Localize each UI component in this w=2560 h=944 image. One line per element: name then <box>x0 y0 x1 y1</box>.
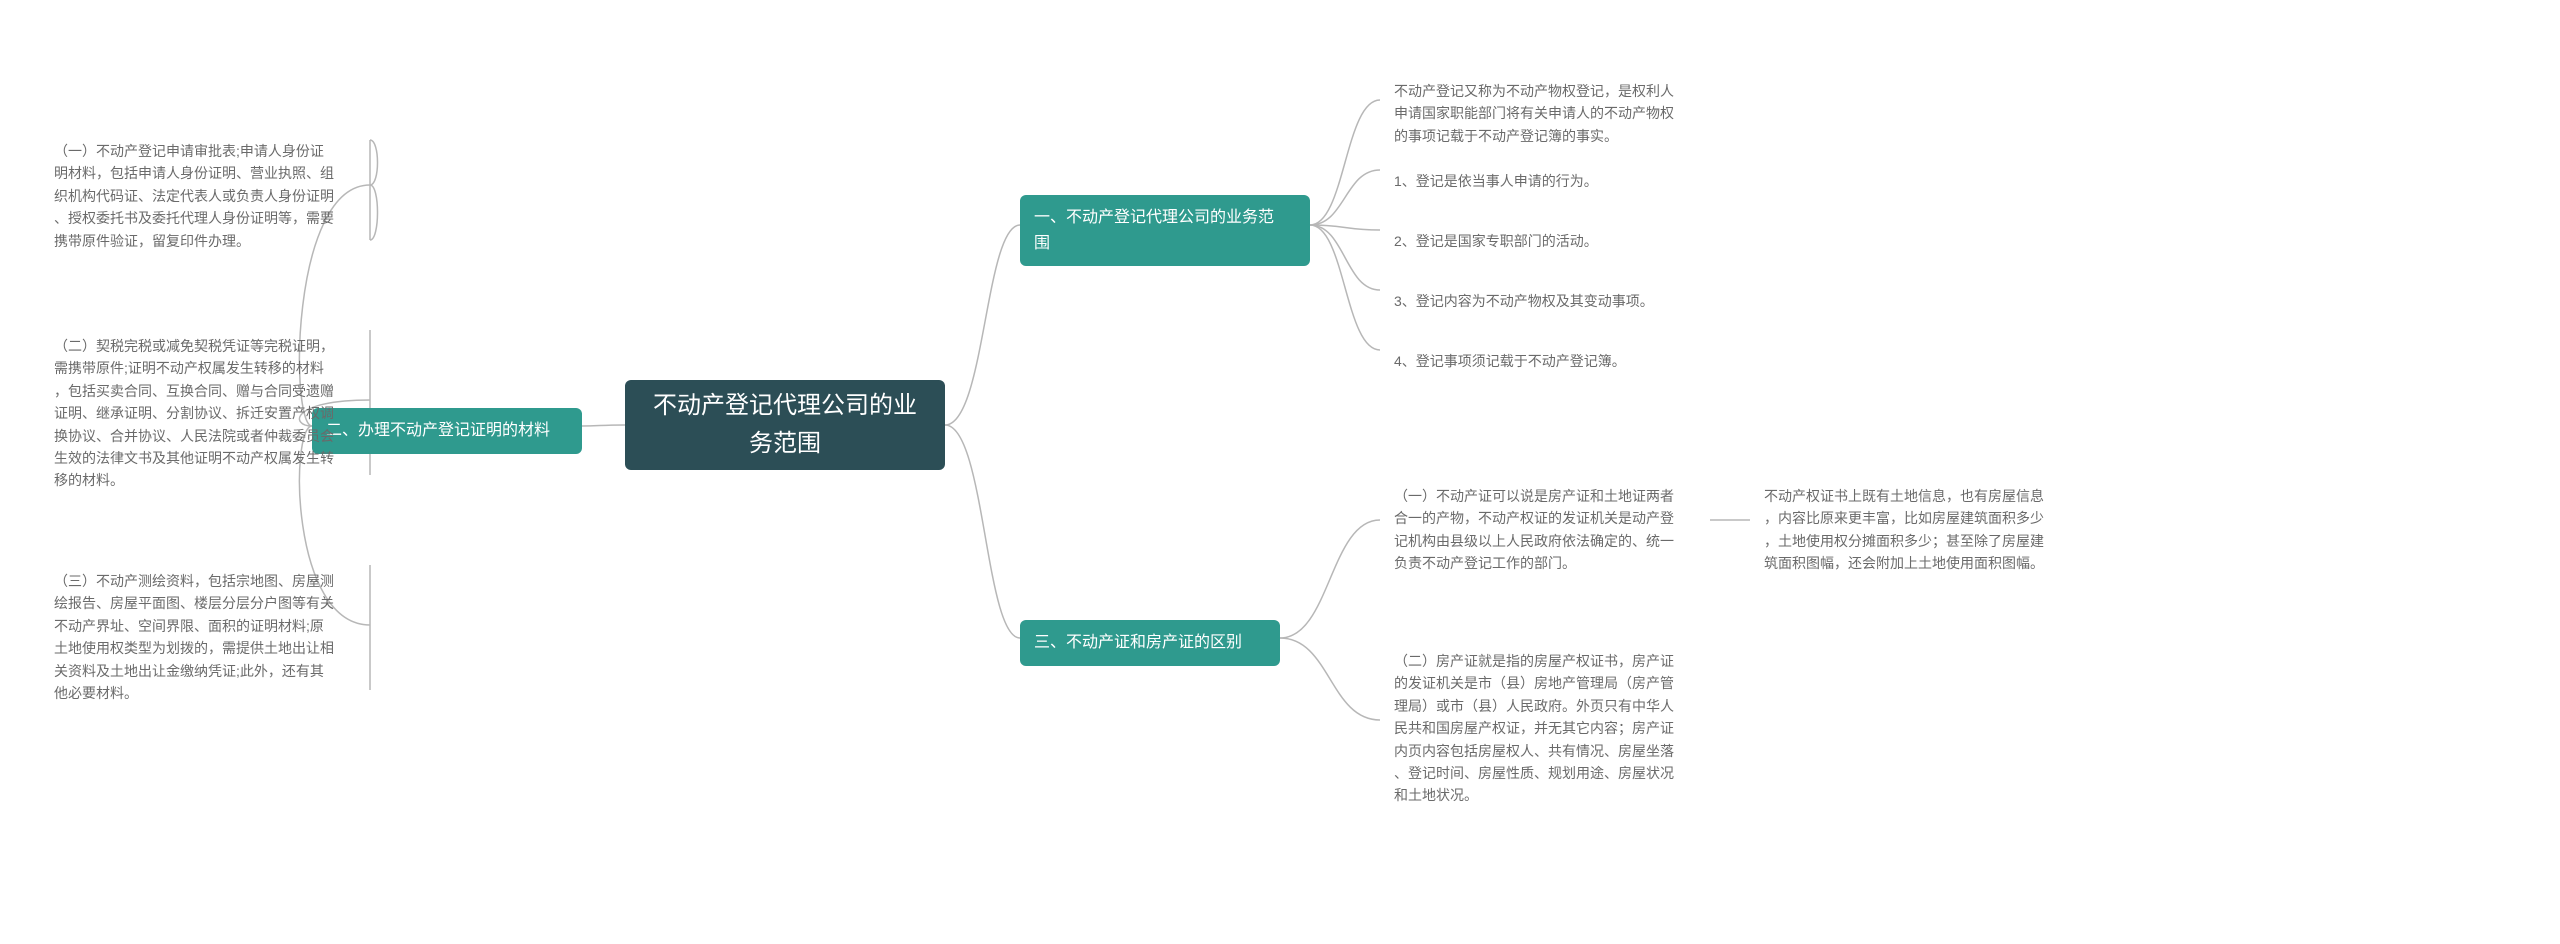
leaf-b1-2: 1、登记是依当事人申请的行为。 <box>1380 160 1710 202</box>
branch-3-label: 三、不动产证和房产证的区别 <box>1034 630 1242 656</box>
leaf-b1-5: 4、登记事项须记载于不动产登记簿。 <box>1380 340 1710 382</box>
leaf-b3-1: （一）不动产证可以说是房产证和土地证两者 合一的产物，不动产权证的发证机关是动产… <box>1380 475 1710 585</box>
leaf-b3-2: （二）房产证就是指的房屋产权证书，房产证 的发证机关是市（县）房地产管理局（房产… <box>1380 640 1710 817</box>
leaf-b1-3: 2、登记是国家专职部门的活动。 <box>1380 220 1710 262</box>
branch-1-label: 一、不动产登记代理公司的业务范 围 <box>1034 205 1274 256</box>
root-label: 不动产登记代理公司的业 务范围 <box>653 387 917 464</box>
leaf-b2-3: （三）不动产测绘资料，包括宗地图、房屋测 绘报告、房屋平面图、楼层分层分户图等有… <box>40 560 370 714</box>
branch-3: 三、不动产证和房产证的区别 <box>1020 620 1280 666</box>
leaf-b3-1-sub: 不动产权证书上既有土地信息，也有房屋信息 ，内容比原来更丰富，比如房屋建筑面积多… <box>1750 475 2080 585</box>
leaf-b1-1: 不动产登记又称为不动产物权登记，是权利人 申请国家职能部门将有关申请人的不动产物… <box>1380 70 1710 157</box>
branch-1: 一、不动产登记代理公司的业务范 围 <box>1020 195 1310 266</box>
connector-layer <box>0 0 2560 944</box>
leaf-b2-2: （二）契税完税或减免契税凭证等完税证明， 需携带原件;证明不动产权属发生转移的材… <box>40 325 370 502</box>
leaf-b1-4: 3、登记内容为不动产物权及其变动事项。 <box>1380 280 1710 322</box>
leaf-b2-1: （一）不动产登记申请审批表;申请人身份证 明材料，包括申请人身份证明、营业执照、… <box>40 130 370 262</box>
mindmap-root: 不动产登记代理公司的业 务范围 <box>625 380 945 470</box>
